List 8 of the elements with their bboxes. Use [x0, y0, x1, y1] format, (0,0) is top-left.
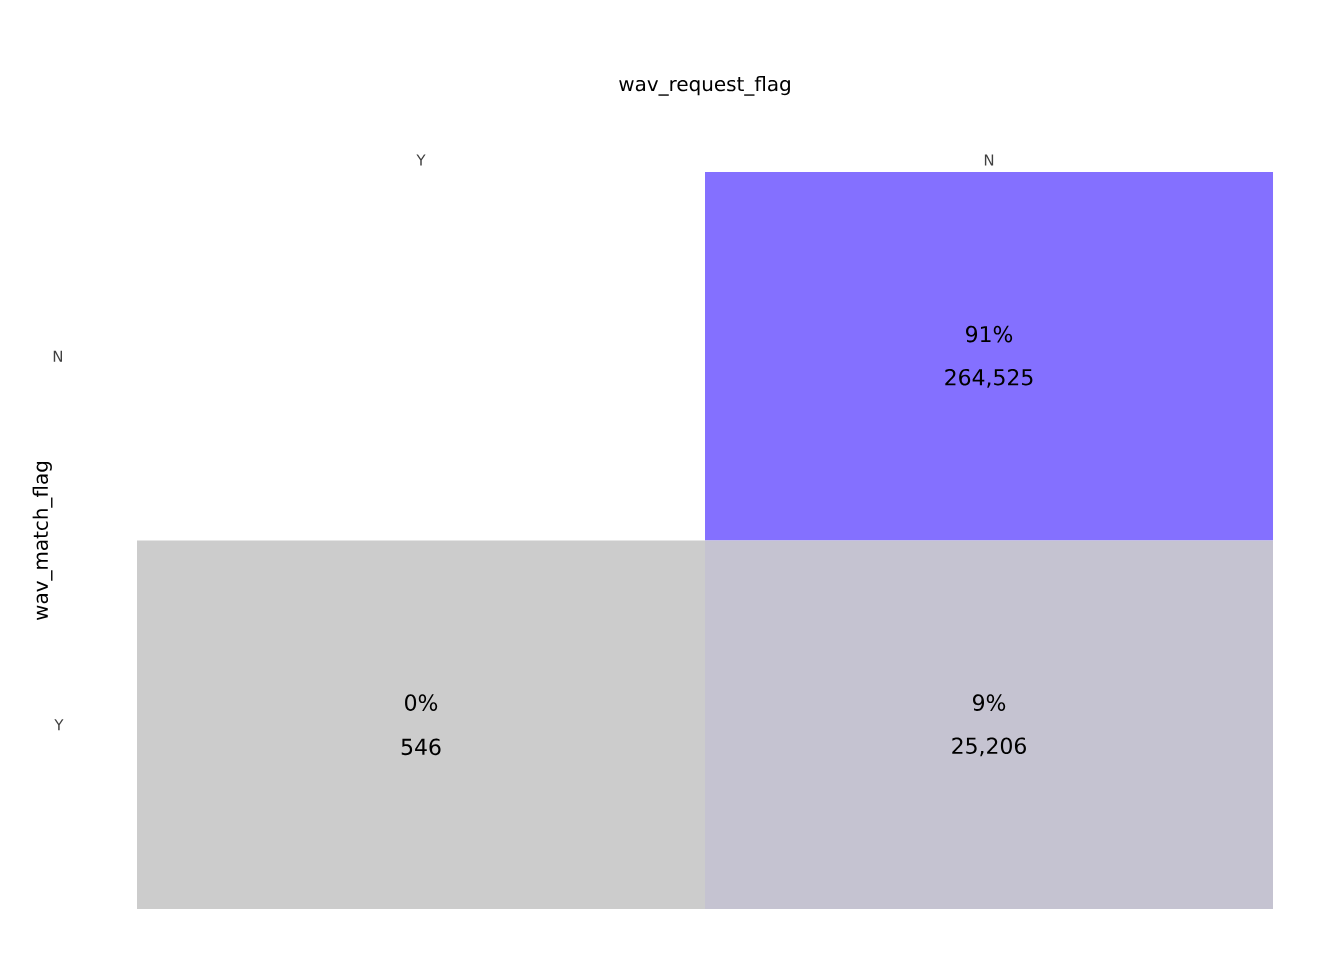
data-label: 264,525 — [945, 368, 1033, 388]
annotation: 0% — [405, 694, 438, 711]
annotation: 91% — [966, 325, 1013, 343]
data-label: 546 — [401, 738, 441, 756]
x-axis-title: wav_request_flag — [619, 75, 790, 96]
data-label: 25,206 — [952, 737, 1026, 757]
annotation: 9% — [973, 694, 1006, 711]
y-axis-title: wav_match_flag — [32, 461, 53, 620]
